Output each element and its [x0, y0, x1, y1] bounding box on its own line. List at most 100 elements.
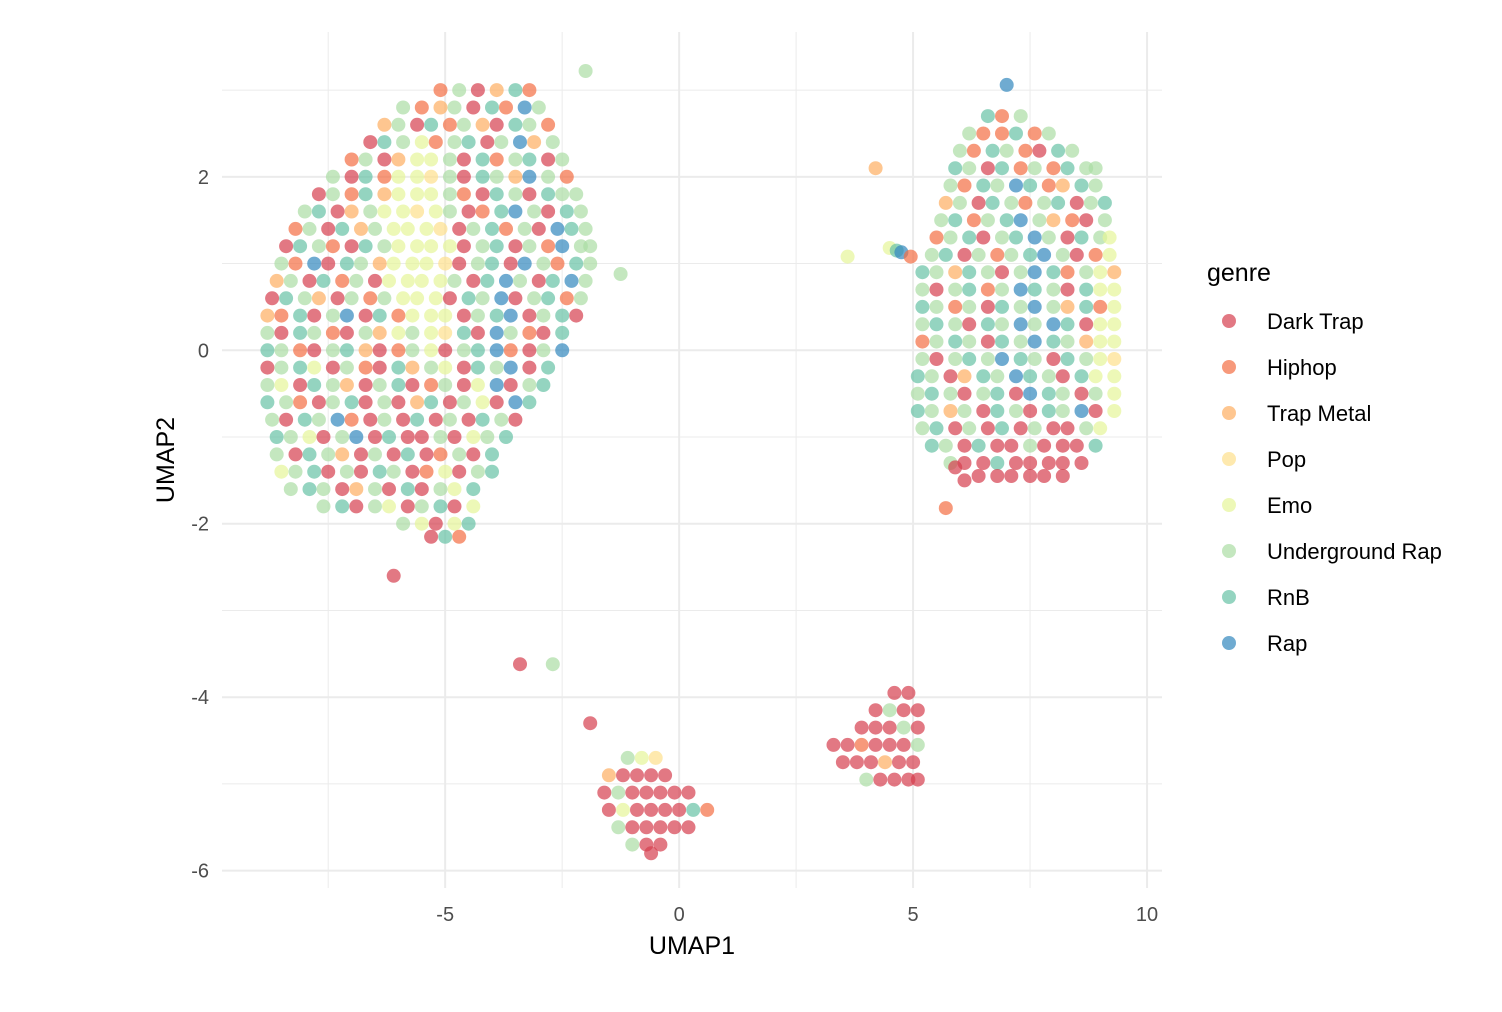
data-point [980, 299, 995, 314]
data-point [260, 343, 275, 358]
data-point [428, 204, 443, 219]
data-point [980, 352, 995, 366]
data-point [461, 291, 476, 306]
data-point [265, 291, 280, 306]
data-point [1009, 404, 1023, 418]
data-point [475, 395, 490, 410]
data-point [424, 343, 439, 358]
data-point [307, 378, 322, 392]
data-point [419, 221, 434, 236]
data-point [995, 299, 1009, 314]
data-point [293, 239, 308, 254]
data-point [503, 360, 518, 375]
data-point [536, 325, 551, 340]
data-point [475, 204, 490, 219]
data-point [442, 204, 457, 219]
data-point [386, 464, 401, 479]
data-point [980, 213, 995, 228]
data-point [466, 430, 481, 444]
data-point [461, 516, 476, 531]
data-point [1055, 469, 1070, 483]
data-point [466, 273, 481, 288]
data-point [531, 221, 546, 236]
data-point [1093, 317, 1108, 332]
data-point [405, 378, 420, 392]
data-point [433, 482, 448, 497]
data-point [1041, 230, 1056, 245]
data-point [400, 273, 415, 288]
data-point [470, 83, 485, 98]
data-point [1041, 386, 1056, 401]
data-point [976, 230, 991, 245]
x-tick-label: 5 [908, 904, 919, 926]
data-point [456, 152, 471, 167]
data-point [316, 430, 331, 444]
data-point [433, 430, 448, 444]
data-point [569, 187, 584, 202]
data-point [316, 273, 331, 288]
data-point [475, 412, 490, 427]
data-point [541, 204, 556, 219]
data-point [405, 464, 420, 479]
data-point [316, 499, 331, 514]
data-point [1055, 456, 1070, 470]
data-point [980, 334, 995, 349]
data-point [1027, 317, 1042, 332]
data-point [985, 143, 1000, 158]
data-point [915, 352, 930, 366]
data-point [559, 291, 574, 306]
data-point [971, 247, 986, 262]
data-point [368, 273, 382, 288]
data-point [349, 482, 364, 497]
data-point [442, 239, 457, 254]
data-point [1074, 369, 1089, 384]
data-point [452, 83, 467, 98]
data-point [1046, 299, 1061, 314]
y-axis-ticks: -6 -4 -2 0 2 [191, 167, 209, 883]
data-point [1013, 317, 1028, 332]
data-point [442, 412, 457, 427]
data-point [1046, 334, 1061, 349]
data-point [382, 273, 396, 288]
data-point [868, 161, 883, 176]
data-point [391, 343, 406, 358]
data-point [1060, 282, 1075, 297]
data-point [442, 152, 457, 167]
data-point [990, 456, 1005, 470]
data-point [456, 187, 471, 202]
data-point [456, 308, 471, 323]
data-point [555, 152, 570, 167]
legend-key [1222, 406, 1236, 420]
data-point [868, 720, 883, 735]
data-point [269, 273, 284, 288]
data-point [1027, 352, 1042, 366]
data-point [339, 343, 354, 358]
data-point [910, 720, 925, 735]
y-tick-label: 2 [198, 167, 209, 189]
data-point [400, 430, 415, 444]
data-point [522, 152, 537, 167]
data-point [358, 395, 373, 410]
data-point [1004, 247, 1019, 262]
data-point [985, 195, 1000, 210]
data-point [924, 247, 939, 262]
data-point [354, 256, 368, 271]
data-point [976, 456, 991, 470]
data-point [1055, 404, 1070, 418]
data-point [625, 820, 640, 835]
data-point [386, 447, 401, 462]
data-point [541, 169, 556, 184]
data-point [461, 135, 476, 150]
data-point [578, 64, 593, 78]
data-point [475, 169, 490, 184]
data-point [1079, 317, 1094, 332]
data-point [980, 282, 995, 297]
data-point [503, 256, 518, 271]
data-point [410, 291, 425, 306]
data-point [644, 802, 659, 817]
data-point [354, 447, 368, 462]
data-point [452, 529, 467, 544]
data-point [527, 204, 542, 219]
data-point [377, 291, 392, 306]
data-point [1088, 247, 1103, 262]
